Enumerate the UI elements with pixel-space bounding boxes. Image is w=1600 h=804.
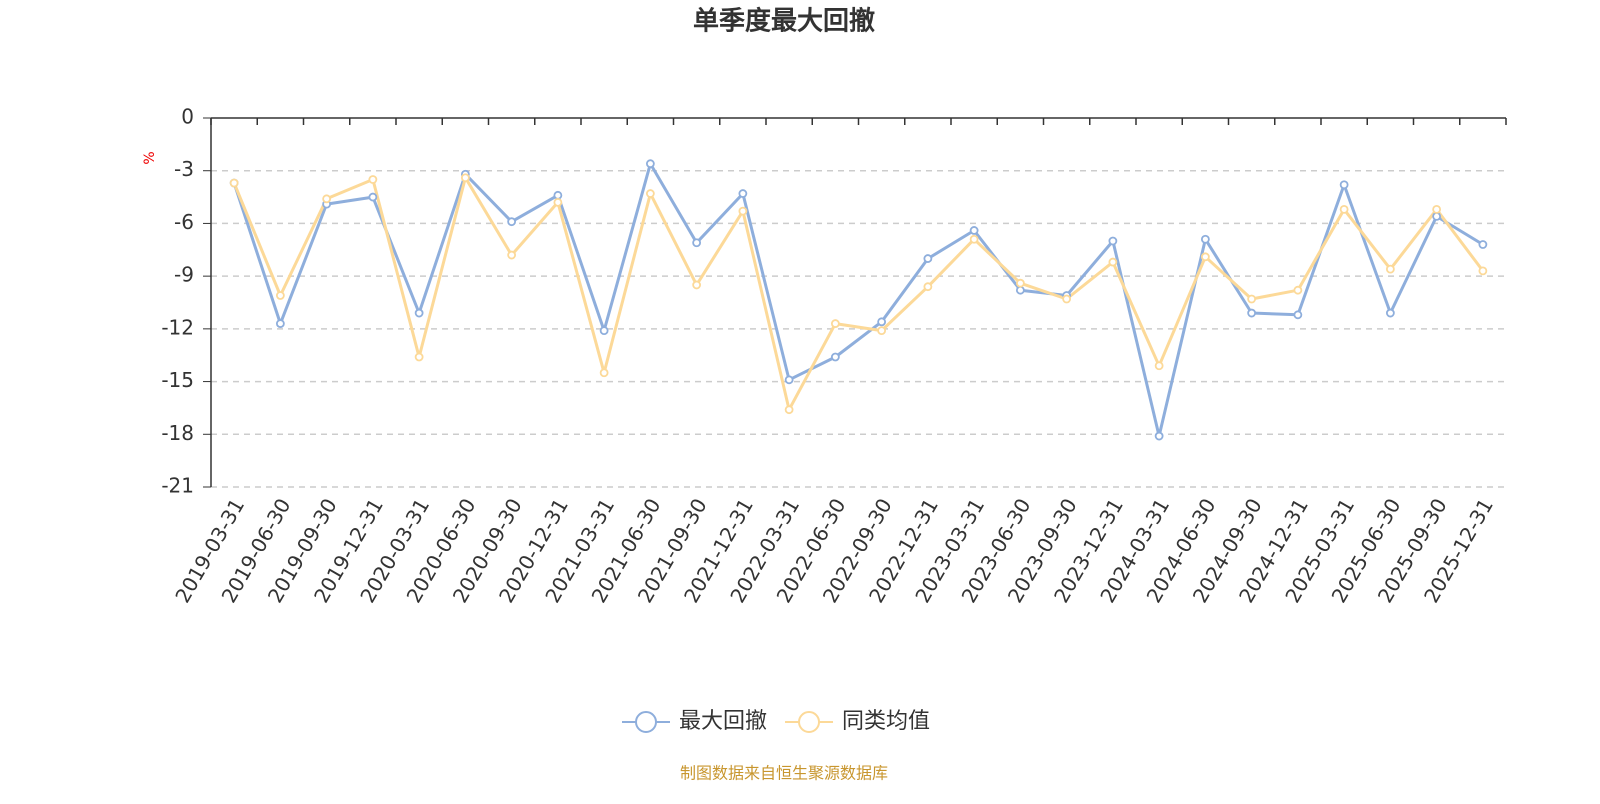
data-point	[599, 368, 609, 378]
data-point	[229, 178, 239, 188]
data-point	[877, 326, 887, 336]
legend-marker	[798, 711, 821, 733]
data-point	[599, 326, 609, 336]
data-point	[1385, 264, 1395, 274]
series-line	[232, 176, 1485, 412]
data-point	[877, 317, 887, 327]
data-point	[645, 189, 655, 198]
data-point	[414, 352, 424, 362]
data-point	[1062, 294, 1072, 304]
data-point	[1154, 361, 1164, 371]
data-point	[1293, 285, 1303, 295]
data-point	[830, 319, 840, 328]
data-point	[692, 238, 702, 248]
y-axis-label: %	[142, 151, 158, 164]
data-point	[507, 250, 517, 260]
y-tick-label: -9	[174, 263, 194, 287]
y-tick-label: -18	[161, 421, 194, 445]
data-point	[553, 190, 563, 200]
data-point	[738, 206, 748, 216]
data-point	[1015, 285, 1025, 295]
data-point	[414, 308, 424, 318]
legend-item: 最大回撤	[622, 709, 767, 734]
data-point	[322, 194, 332, 204]
data-point	[1478, 240, 1488, 249]
data-point	[1339, 204, 1349, 214]
data-point	[1200, 252, 1210, 262]
y-tick-label: -12	[161, 315, 194, 339]
data-point	[275, 291, 285, 300]
y-tick-label: -3	[174, 157, 194, 181]
data-point	[1339, 180, 1349, 190]
data-point	[460, 173, 470, 183]
data-point	[969, 234, 979, 244]
data-point	[692, 280, 702, 290]
legend-label: 同类均值	[842, 709, 930, 734]
legend-marker	[635, 711, 657, 733]
series-line	[232, 162, 1484, 438]
legend-label: 最大回撤	[679, 709, 767, 734]
data-point	[784, 405, 794, 415]
data-point	[1108, 257, 1118, 267]
data-point	[553, 197, 563, 207]
source-note: 制图数据来自恒生聚源数据库	[680, 764, 888, 783]
y-tick-label: -6	[174, 210, 194, 234]
data-point	[1247, 294, 1257, 304]
data-point	[645, 159, 655, 169]
data-point	[1247, 308, 1257, 318]
data-point	[1385, 308, 1395, 318]
data-point	[368, 175, 378, 184]
data-point	[1108, 236, 1118, 246]
data-point	[1015, 278, 1025, 288]
data-point	[1154, 431, 1164, 441]
y-tick-label: 0	[181, 105, 194, 129]
y-tick-label: -15	[161, 368, 194, 392]
data-point	[784, 375, 794, 385]
data-point	[923, 282, 933, 292]
chart-title: 单季度最大回撤	[693, 6, 875, 37]
y-tick-label: -21	[161, 474, 194, 498]
data-point	[368, 192, 378, 202]
data-point	[1432, 211, 1442, 221]
data-point	[830, 352, 840, 362]
data-point	[1432, 204, 1442, 214]
data-point	[1478, 266, 1488, 276]
data-point	[507, 217, 517, 227]
data-point	[1293, 310, 1303, 320]
data-point	[923, 254, 933, 263]
legend-item: 同类均值	[785, 709, 930, 734]
data-point	[738, 189, 748, 198]
data-point	[1200, 234, 1210, 244]
data-point	[969, 226, 979, 235]
data-point	[275, 319, 285, 328]
